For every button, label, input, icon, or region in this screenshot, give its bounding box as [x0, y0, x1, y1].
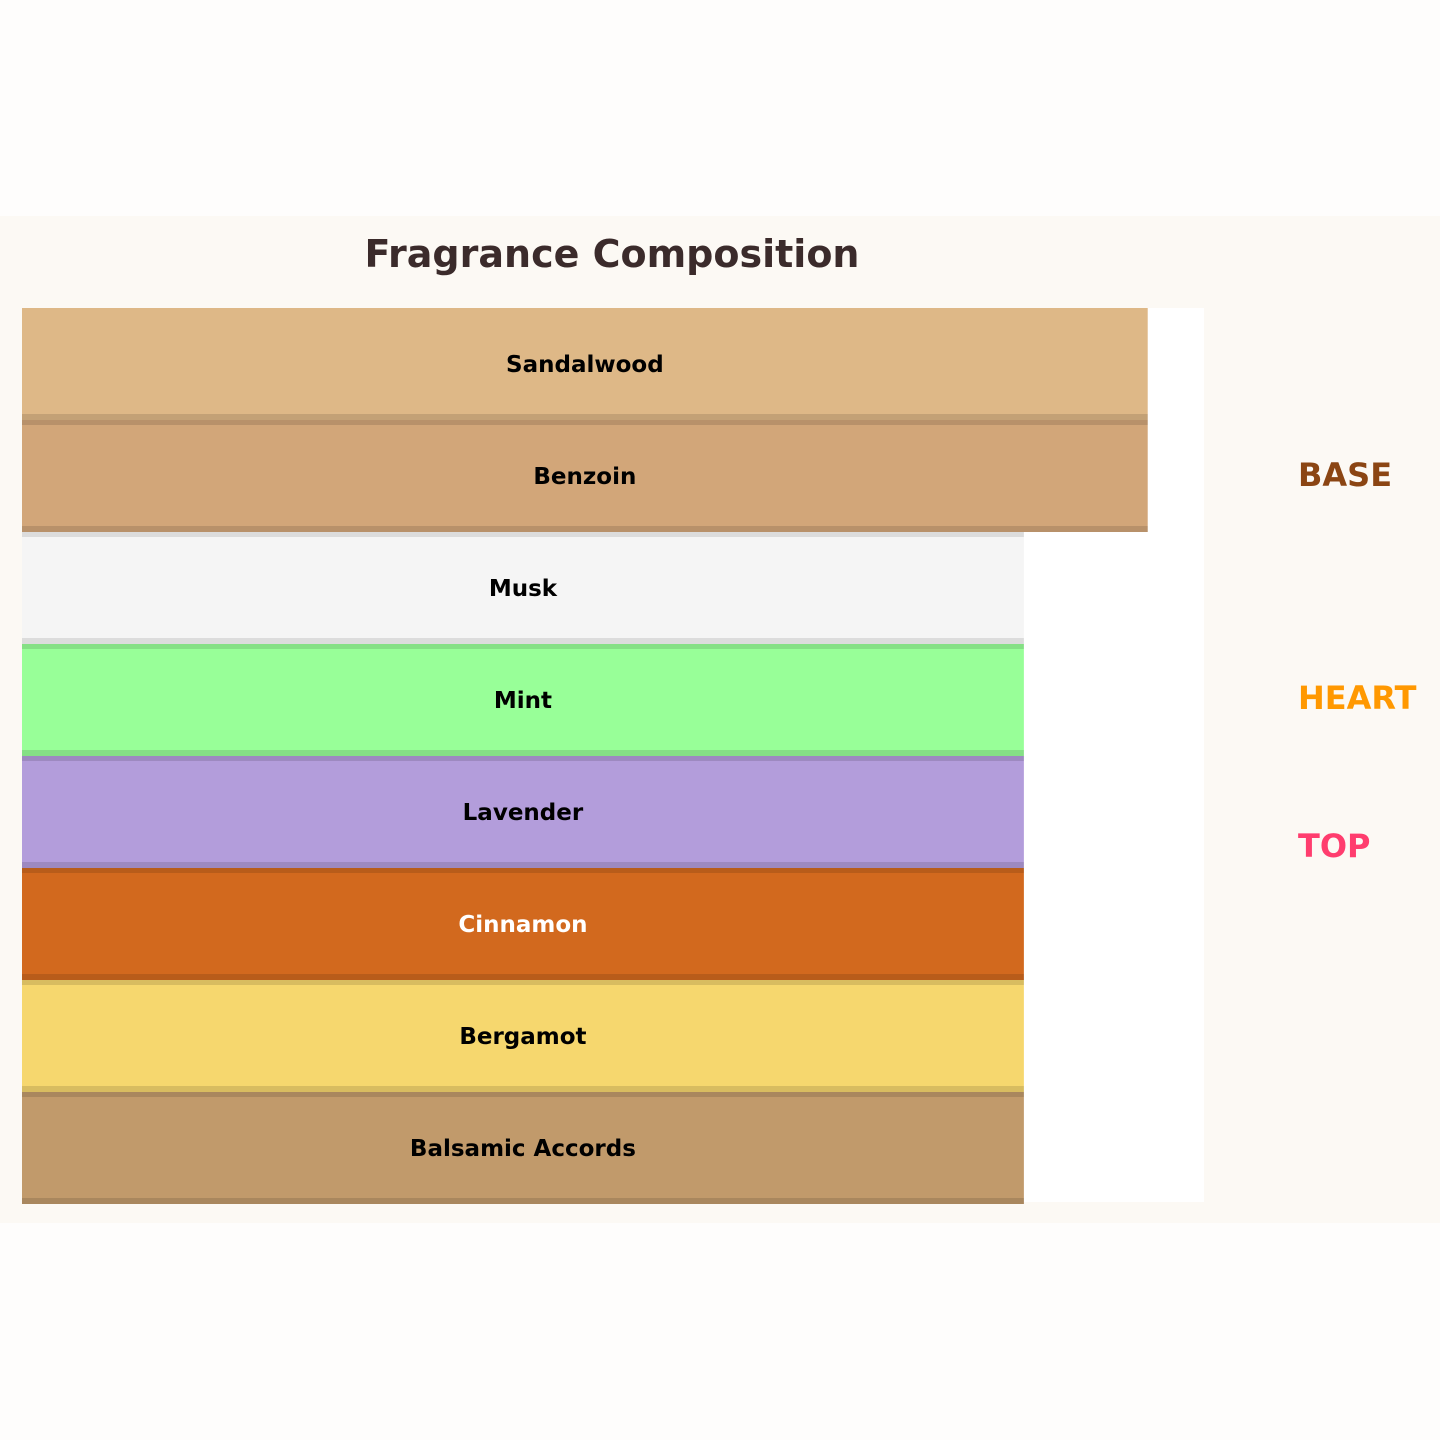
bar-bottom-edge — [22, 414, 1148, 420]
bar-sandalwood — [22, 308, 1148, 420]
bar-label: Cinnamon — [458, 912, 587, 938]
bar-top-edge — [22, 1092, 1024, 1097]
bar-label: Benzoin — [533, 464, 636, 490]
bar-benzoin — [22, 420, 1148, 532]
bar-label: Musk — [489, 576, 558, 602]
bar-lavender — [22, 756, 1024, 868]
bar-label: Mint — [494, 688, 552, 714]
bar-bottom-edge — [22, 1086, 1024, 1092]
bar-bottom-edge — [22, 750, 1024, 756]
bar-bottom-edge — [22, 974, 1024, 980]
bar-top-edge — [22, 756, 1024, 761]
chart-title: Fragrance Composition — [364, 232, 860, 276]
bar-musk — [22, 532, 1024, 644]
section-label-heart: HEART — [1298, 679, 1417, 717]
bar-label: Sandalwood — [506, 352, 664, 378]
bar-bottom-edge — [22, 526, 1148, 532]
bar-top-edge — [22, 980, 1024, 985]
section-label-top: TOP — [1298, 827, 1370, 865]
bar-bergamot — [22, 980, 1024, 1092]
bar-bottom-edge — [22, 862, 1024, 868]
bar-top-edge — [22, 532, 1024, 537]
bar-bottom-edge — [22, 638, 1024, 644]
bar-top-edge — [22, 868, 1024, 873]
bar-label: Lavender — [463, 800, 584, 826]
bar-mint — [22, 644, 1024, 756]
bar-balsamic-accords — [22, 1092, 1024, 1204]
bar-label: Balsamic Accords — [410, 1136, 636, 1162]
section-label-base: BASE — [1298, 456, 1392, 494]
bar-top-edge — [22, 420, 1148, 425]
bar-label: Bergamot — [459, 1024, 586, 1050]
bar-top-edge — [22, 644, 1024, 649]
bar-bottom-edge — [22, 1198, 1024, 1204]
bar-cinnamon — [22, 868, 1024, 980]
